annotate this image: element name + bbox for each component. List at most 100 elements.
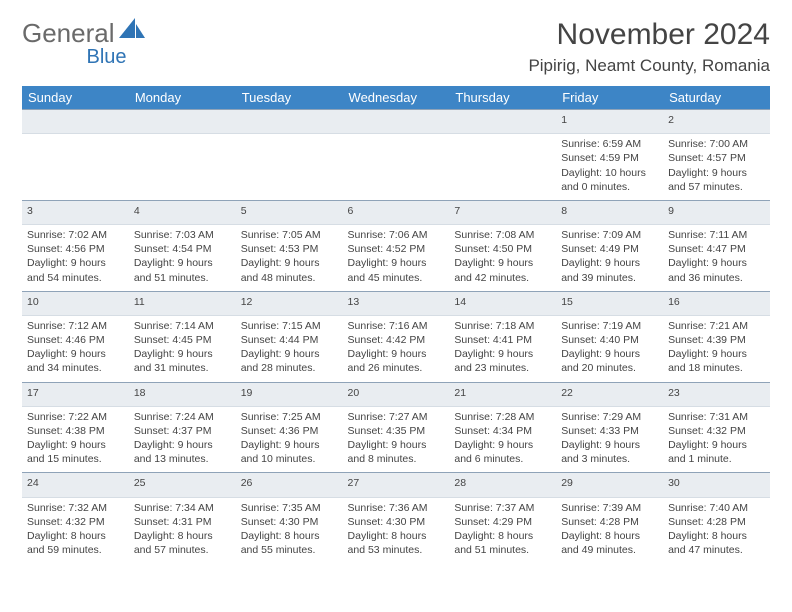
- brand-part2: Blue: [87, 46, 127, 69]
- day-number: 22: [556, 382, 663, 406]
- day-number: 5: [236, 200, 343, 224]
- sunset-text: Sunset: 4:28 PM: [668, 515, 765, 529]
- day2-text: and 42 minutes.: [454, 271, 551, 285]
- day2-text: and 26 minutes.: [348, 361, 445, 375]
- sunrise-text: Sunrise: 7:15 AM: [241, 319, 338, 333]
- sunrise-text: Sunrise: 7:05 AM: [241, 228, 338, 242]
- day2-text: and 20 minutes.: [561, 361, 658, 375]
- sunset-text: Sunset: 4:31 PM: [134, 515, 231, 529]
- sunset-text: Sunset: 4:36 PM: [241, 424, 338, 438]
- day-data-row: Sunrise: 6:59 AMSunset: 4:59 PMDaylight:…: [22, 134, 770, 201]
- day1-text: Daylight: 8 hours: [241, 529, 338, 543]
- day-data-row: Sunrise: 7:02 AMSunset: 4:56 PMDaylight:…: [22, 225, 770, 292]
- sunset-text: Sunset: 4:47 PM: [668, 242, 765, 256]
- day-number: 9: [663, 200, 770, 224]
- sunset-text: Sunset: 4:30 PM: [241, 515, 338, 529]
- sunrise-text: Sunrise: 7:28 AM: [454, 410, 551, 424]
- day-cell: Sunrise: 7:36 AMSunset: 4:30 PMDaylight:…: [343, 497, 450, 563]
- col-friday: Friday: [556, 86, 663, 110]
- sunset-text: Sunset: 4:39 PM: [668, 333, 765, 347]
- day-cell: Sunrise: 7:32 AMSunset: 4:32 PMDaylight:…: [22, 497, 129, 563]
- day-number: 26: [236, 473, 343, 497]
- day-number: 16: [663, 291, 770, 315]
- day1-text: Daylight: 9 hours: [454, 256, 551, 270]
- col-wednesday: Wednesday: [343, 86, 450, 110]
- day1-text: Daylight: 9 hours: [241, 256, 338, 270]
- sunrise-text: Sunrise: 7:37 AM: [454, 501, 551, 515]
- day-number: 18: [129, 382, 236, 406]
- day1-text: Daylight: 9 hours: [561, 438, 658, 452]
- sunrise-text: Sunrise: 7:40 AM: [668, 501, 765, 515]
- day2-text: and 34 minutes.: [27, 361, 124, 375]
- sunrise-text: Sunrise: 7:03 AM: [134, 228, 231, 242]
- day-cell: Sunrise: 7:00 AMSunset: 4:57 PMDaylight:…: [663, 134, 770, 201]
- day-number: 20: [343, 382, 450, 406]
- day-number: 8: [556, 200, 663, 224]
- day2-text: and 23 minutes.: [454, 361, 551, 375]
- day-cell: [343, 134, 450, 201]
- sunset-text: Sunset: 4:32 PM: [27, 515, 124, 529]
- day1-text: Daylight: 9 hours: [668, 347, 765, 361]
- day-cell: Sunrise: 7:02 AMSunset: 4:56 PMDaylight:…: [22, 225, 129, 292]
- day2-text: and 54 minutes.: [27, 271, 124, 285]
- col-saturday: Saturday: [663, 86, 770, 110]
- day2-text: and 53 minutes.: [348, 543, 445, 557]
- day-number: 28: [449, 473, 556, 497]
- day1-text: Daylight: 8 hours: [561, 529, 658, 543]
- sunrise-text: Sunrise: 7:27 AM: [348, 410, 445, 424]
- day-number: 14: [449, 291, 556, 315]
- day2-text: and 51 minutes.: [134, 271, 231, 285]
- day-data-row: Sunrise: 7:22 AMSunset: 4:38 PMDaylight:…: [22, 406, 770, 473]
- day-number: 11: [129, 291, 236, 315]
- sunset-text: Sunset: 4:35 PM: [348, 424, 445, 438]
- location-label: Pipirig, Neamt County, Romania: [528, 56, 770, 76]
- brand-logo: General Blue: [22, 18, 145, 49]
- day-number: 27: [343, 473, 450, 497]
- day-cell: Sunrise: 7:18 AMSunset: 4:41 PMDaylight:…: [449, 315, 556, 382]
- day2-text: and 1 minute.: [668, 452, 765, 466]
- sunrise-text: Sunrise: 7:36 AM: [348, 501, 445, 515]
- day1-text: Daylight: 9 hours: [668, 166, 765, 180]
- sunrise-text: Sunrise: 7:09 AM: [561, 228, 658, 242]
- day2-text: and 8 minutes.: [348, 452, 445, 466]
- sunset-text: Sunset: 4:54 PM: [134, 242, 231, 256]
- day-cell: Sunrise: 7:24 AMSunset: 4:37 PMDaylight:…: [129, 406, 236, 473]
- day-cell: Sunrise: 7:35 AMSunset: 4:30 PMDaylight:…: [236, 497, 343, 563]
- day-cell: Sunrise: 7:11 AMSunset: 4:47 PMDaylight:…: [663, 225, 770, 292]
- day2-text: and 36 minutes.: [668, 271, 765, 285]
- day-number: [129, 110, 236, 134]
- sunrise-text: Sunrise: 7:32 AM: [27, 501, 124, 515]
- sail-icon: [119, 18, 145, 49]
- sunset-text: Sunset: 4:42 PM: [348, 333, 445, 347]
- day1-text: Daylight: 9 hours: [348, 438, 445, 452]
- sunrise-text: Sunrise: 7:19 AM: [561, 319, 658, 333]
- day-cell: Sunrise: 7:25 AMSunset: 4:36 PMDaylight:…: [236, 406, 343, 473]
- sunset-text: Sunset: 4:45 PM: [134, 333, 231, 347]
- sunset-text: Sunset: 4:41 PM: [454, 333, 551, 347]
- day2-text: and 10 minutes.: [241, 452, 338, 466]
- day-number: 15: [556, 291, 663, 315]
- day1-text: Daylight: 9 hours: [134, 438, 231, 452]
- day-cell: [449, 134, 556, 201]
- day-number: 6: [343, 200, 450, 224]
- day-number: 21: [449, 382, 556, 406]
- day-number-row: 17181920212223: [22, 382, 770, 406]
- day-number-row: 24252627282930: [22, 473, 770, 497]
- col-sunday: Sunday: [22, 86, 129, 110]
- day-cell: Sunrise: 7:19 AMSunset: 4:40 PMDaylight:…: [556, 315, 663, 382]
- day-cell: Sunrise: 7:22 AMSunset: 4:38 PMDaylight:…: [22, 406, 129, 473]
- day-data-row: Sunrise: 7:12 AMSunset: 4:46 PMDaylight:…: [22, 315, 770, 382]
- day-number: 12: [236, 291, 343, 315]
- day-number: 25: [129, 473, 236, 497]
- sunrise-text: Sunrise: 7:22 AM: [27, 410, 124, 424]
- sunset-text: Sunset: 4:53 PM: [241, 242, 338, 256]
- day2-text: and 6 minutes.: [454, 452, 551, 466]
- day-number: 4: [129, 200, 236, 224]
- day2-text: and 47 minutes.: [668, 543, 765, 557]
- day-cell: Sunrise: 7:27 AMSunset: 4:35 PMDaylight:…: [343, 406, 450, 473]
- sunrise-text: Sunrise: 7:31 AM: [668, 410, 765, 424]
- day1-text: Daylight: 8 hours: [348, 529, 445, 543]
- day1-text: Daylight: 9 hours: [561, 256, 658, 270]
- sunset-text: Sunset: 4:40 PM: [561, 333, 658, 347]
- day-number-row: 3456789: [22, 200, 770, 224]
